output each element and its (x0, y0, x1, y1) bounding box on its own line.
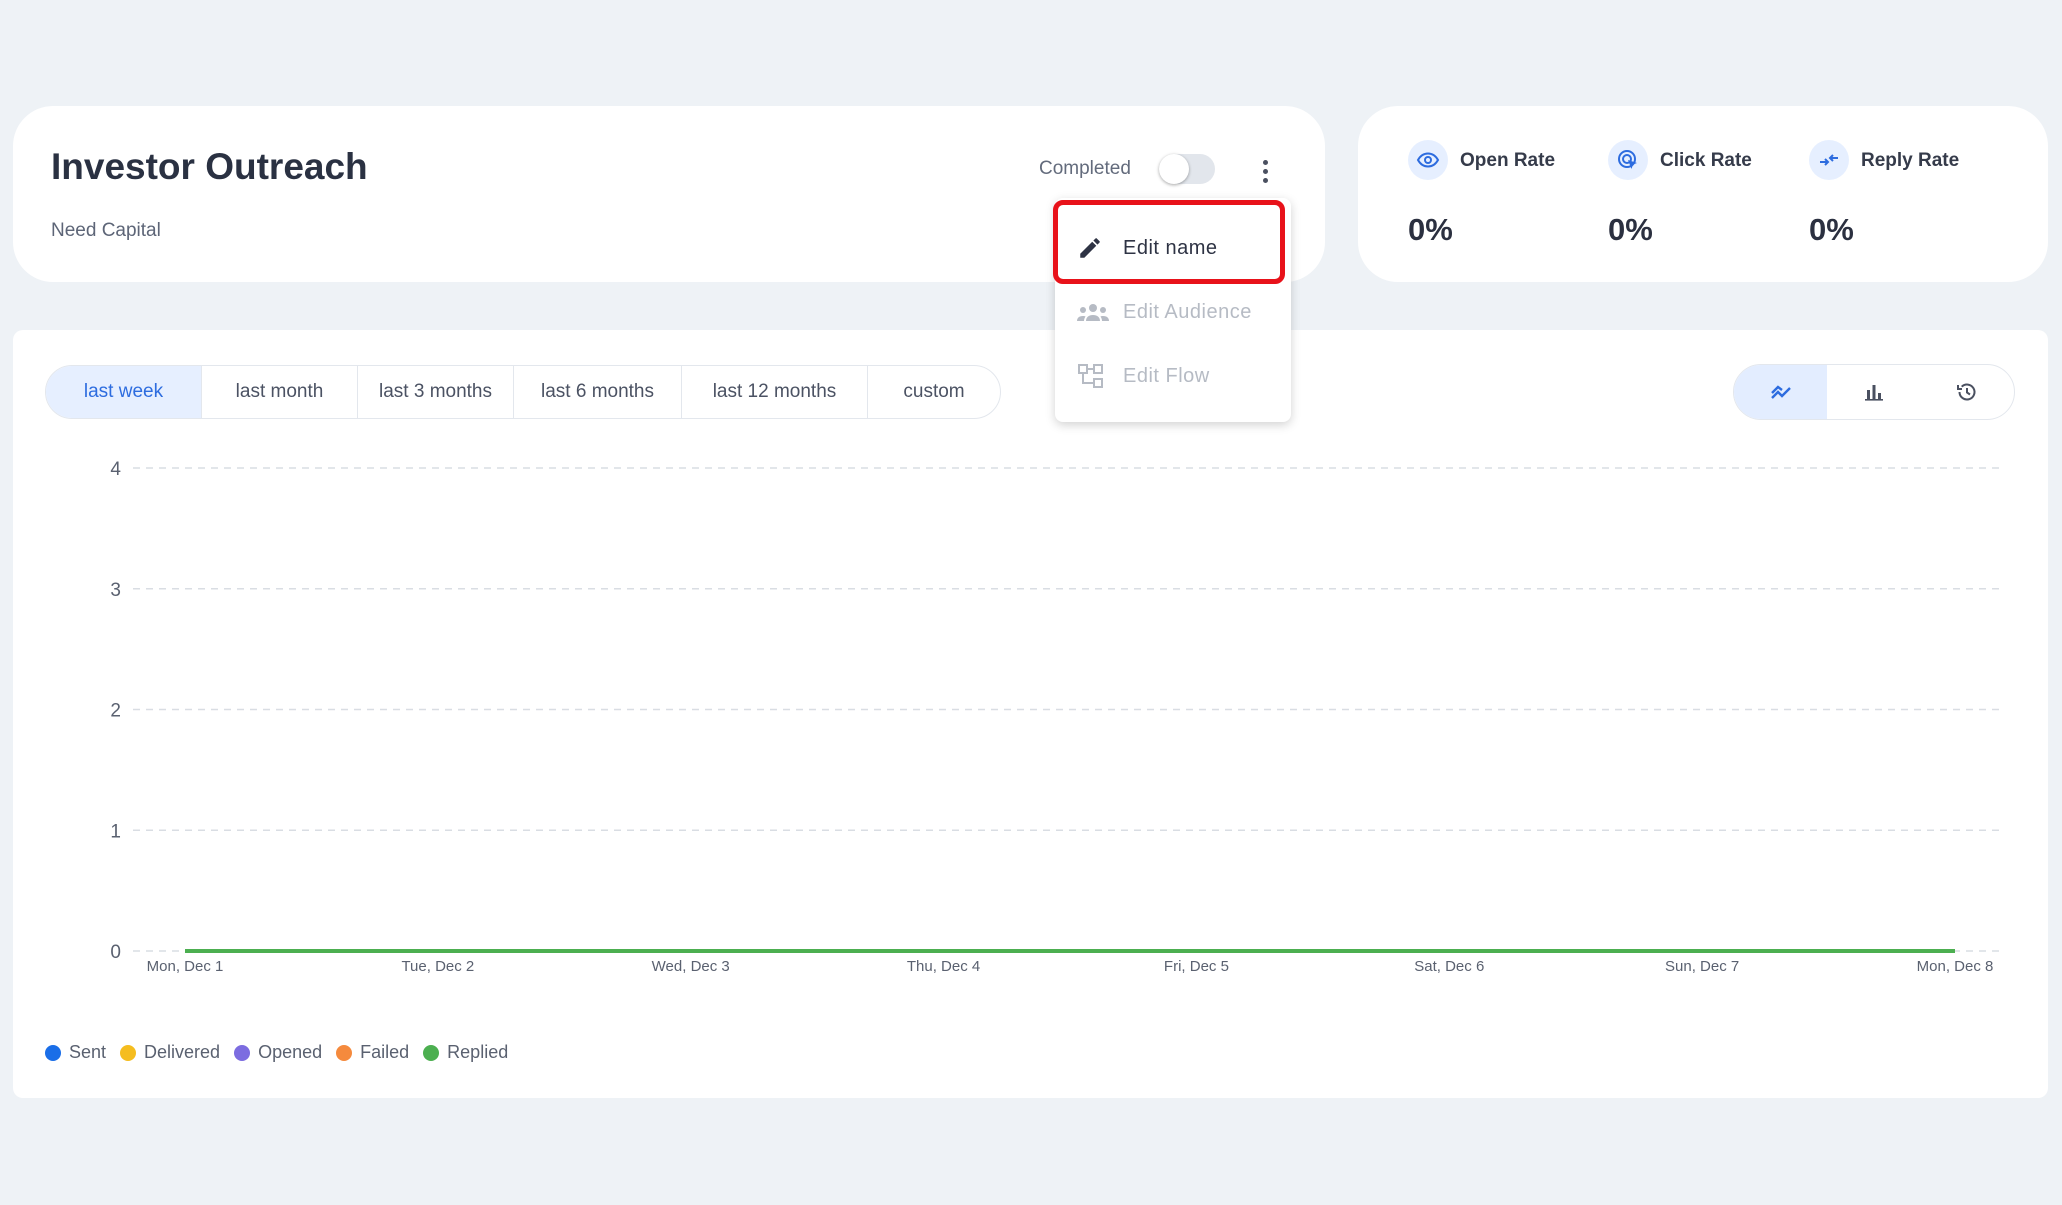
stat-value: 0% (1608, 212, 1653, 247)
history-icon[interactable] (1921, 365, 2014, 419)
campaign-header-card: Investor Outreach Need Capital Completed (13, 106, 1325, 282)
x-tick-label: Mon, Dec 1 (147, 958, 224, 975)
flow-icon (1077, 361, 1111, 391)
pencil-icon (1077, 233, 1111, 263)
toggle-knob (1159, 154, 1189, 184)
legend-dot (45, 1044, 61, 1061)
status-label: Completed (1039, 158, 1131, 179)
legend-item[interactable]: Failed (336, 1042, 409, 1063)
campaign-subtitle: Need Capital (51, 220, 161, 241)
bar-chart-icon[interactable] (1827, 365, 1920, 419)
chart-view-toggle (1733, 364, 2015, 420)
x-tick-label: Fri, Dec 5 (1164, 958, 1229, 975)
line-chart-icon[interactable] (1734, 365, 1828, 419)
stat-value: 0% (1408, 212, 1453, 247)
stat-label: Open Rate (1460, 150, 1556, 171)
chart-card: last week last month last 3 months last 6 m… (13, 330, 2048, 1098)
status-toggle[interactable] (1159, 154, 1215, 184)
x-tick-label: Tue, Dec 2 (401, 958, 474, 975)
stat-label: Reply Rate (1861, 150, 1960, 171)
legend-dot (423, 1044, 440, 1061)
legend-item[interactable]: Opened (234, 1042, 322, 1063)
options-menu: Edit name Edit Audience Edit Flow (1055, 198, 1291, 422)
menu-item-label: Edit name (1123, 236, 1218, 259)
y-tick-label: 4 (110, 459, 121, 480)
reply-icon (1809, 140, 1849, 180)
x-tick-label: Mon, Dec 8 (1917, 958, 1994, 975)
x-tick-label: Thu, Dec 4 (907, 958, 980, 975)
legend-label: Delivered (144, 1042, 221, 1062)
eye-icon (1408, 140, 1448, 180)
legend-item[interactable]: Replied (423, 1042, 508, 1063)
legend-dot (336, 1044, 353, 1061)
y-tick-label: 3 (110, 580, 121, 601)
stat-value: 0% (1809, 212, 1854, 247)
stat-label: Click Rate (1660, 150, 1752, 171)
legend-label: Sent (69, 1042, 107, 1062)
chart-legend: Sent Delivered Opened Failed Replied (45, 1042, 512, 1063)
campaign-title: Investor Outreach (51, 146, 368, 187)
group-icon (1077, 297, 1111, 327)
y-tick-label: 0 (110, 942, 121, 963)
y-tick-label: 1 (110, 821, 121, 842)
legend-item[interactable]: Delivered (120, 1042, 220, 1063)
legend-item[interactable]: Sent (45, 1042, 106, 1063)
menu-item-edit-name[interactable]: Edit name (1055, 219, 1291, 277)
stats-card: Open Rate 0% Click Rate 0% Reply Rate 0% (1358, 106, 2048, 282)
range-tab[interactable]: last 3 months (358, 366, 514, 418)
legend-label: Opened (258, 1042, 323, 1062)
legend-dot (120, 1044, 137, 1061)
menu-item-label: Edit Flow (1123, 364, 1210, 387)
legend-label: Replied (447, 1042, 509, 1062)
range-tab[interactable]: last week (46, 366, 202, 418)
legend-label: Failed (360, 1042, 410, 1062)
more-options-icon[interactable] (1253, 156, 1277, 186)
menu-item-edit-flow[interactable]: Edit Flow (1055, 347, 1291, 405)
menu-item-edit-audience[interactable]: Edit Audience (1055, 283, 1291, 341)
y-tick-label: 2 (110, 701, 121, 722)
range-tab[interactable]: last 12 months (682, 366, 868, 418)
menu-item-label: Edit Audience (1123, 300, 1252, 323)
range-tab[interactable]: last month (202, 366, 358, 418)
range-tab[interactable]: custom (903, 381, 965, 402)
date-range-tabs: last week last month last 3 months last 6 m… (45, 365, 1001, 419)
x-tick-label: Sat, Dec 6 (1414, 958, 1484, 975)
x-tick-label: Wed, Dec 3 (652, 958, 730, 975)
x-tick-label: Sun, Dec 7 (1665, 958, 1739, 975)
legend-dot (234, 1044, 251, 1061)
click-icon (1608, 140, 1648, 180)
range-tab[interactable]: last 6 months (514, 366, 682, 418)
line-chart: 0 1 2 3 4 Mon, Dec 1 Tue, Dec 2 Wed, Dec 3 Thu, … (110, 459, 2003, 975)
